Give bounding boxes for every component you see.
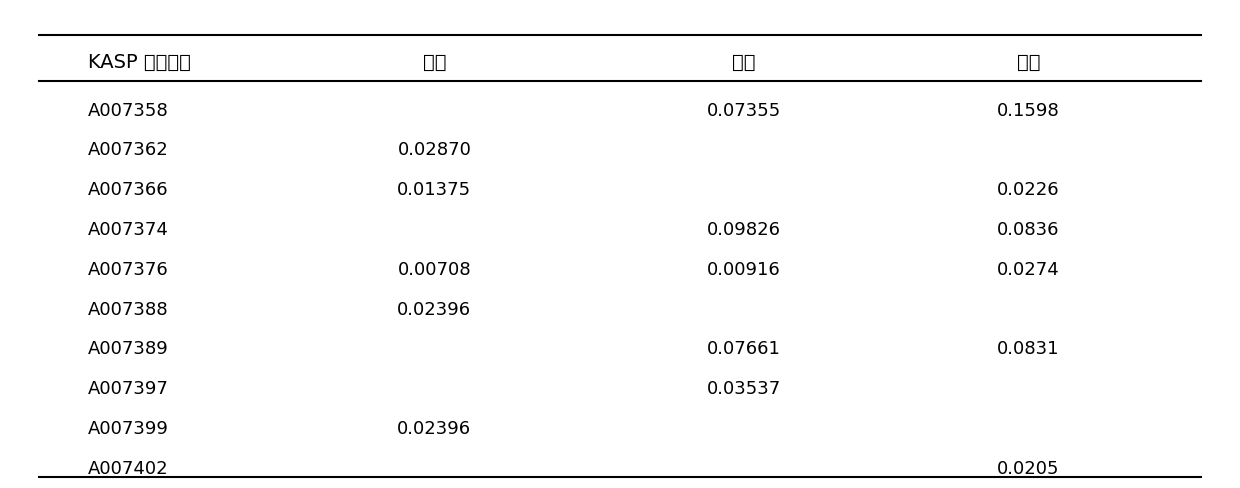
Text: 0.02870: 0.02870: [398, 142, 471, 160]
Text: 0.01375: 0.01375: [397, 181, 471, 199]
Text: A007402: A007402: [88, 460, 169, 478]
Text: 0.03537: 0.03537: [707, 380, 781, 398]
Text: 0.0836: 0.0836: [997, 221, 1059, 239]
Text: 体重: 体重: [1017, 53, 1040, 72]
Text: 0.0274: 0.0274: [997, 261, 1060, 279]
Text: A007397: A007397: [88, 380, 169, 398]
Text: A007362: A007362: [88, 142, 169, 160]
Text: A007374: A007374: [88, 221, 169, 239]
Text: 0.0831: 0.0831: [997, 340, 1059, 358]
Text: 0.07661: 0.07661: [707, 340, 781, 358]
Text: 0.07355: 0.07355: [707, 102, 781, 120]
Text: A007388: A007388: [88, 301, 169, 319]
Text: A007358: A007358: [88, 102, 169, 120]
Text: 0.0205: 0.0205: [997, 460, 1059, 478]
Text: 壳高: 壳高: [423, 53, 446, 72]
Text: A007399: A007399: [88, 420, 169, 438]
Text: 0.00916: 0.00916: [707, 261, 781, 279]
Text: 0.1598: 0.1598: [997, 102, 1060, 120]
Text: 0.00708: 0.00708: [398, 261, 471, 279]
Text: 0.02396: 0.02396: [397, 301, 471, 319]
Text: 0.09826: 0.09826: [707, 221, 781, 239]
Text: A007376: A007376: [88, 261, 169, 279]
Text: 壳径: 壳径: [732, 53, 755, 72]
Text: 0.02396: 0.02396: [397, 420, 471, 438]
Text: KASP 标记名称: KASP 标记名称: [88, 53, 191, 72]
Text: 0.0226: 0.0226: [997, 181, 1060, 199]
Text: A007389: A007389: [88, 340, 169, 358]
Text: A007366: A007366: [88, 181, 169, 199]
